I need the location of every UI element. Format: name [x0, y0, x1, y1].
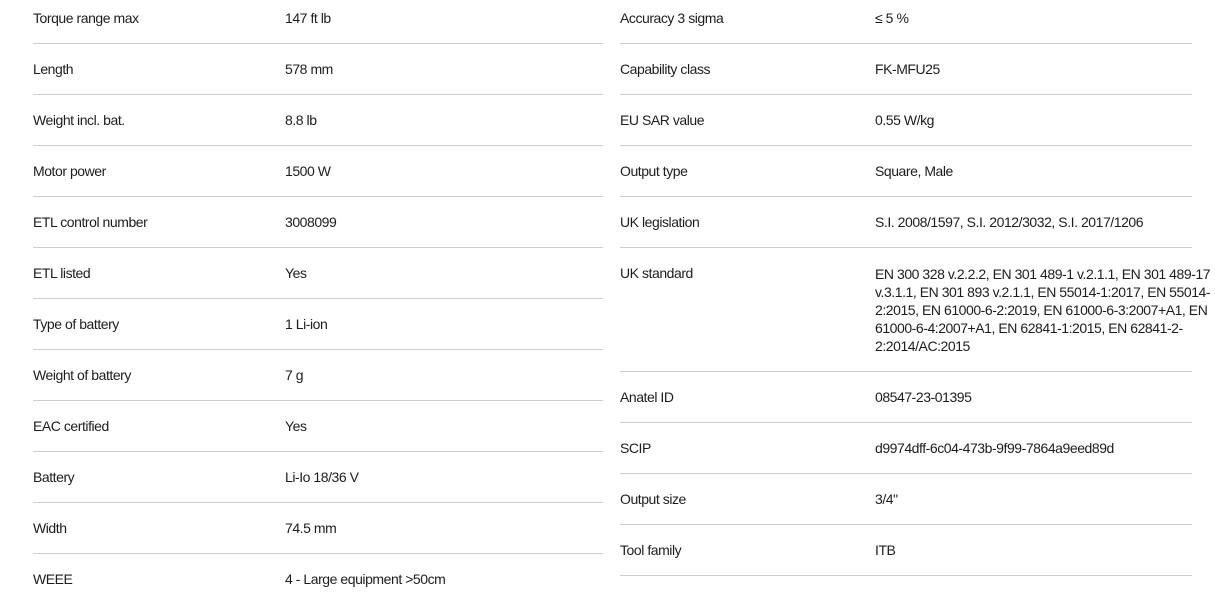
- spec-value: ITB: [875, 542, 896, 558]
- spec-label: Battery: [33, 469, 75, 485]
- spec-value: 1 Li-ion: [285, 316, 328, 332]
- spec-row: Output size 3/4": [620, 474, 1192, 525]
- spec-row: Width 74.5 mm: [33, 503, 603, 554]
- spec-value: Li-Io 18/36 V: [285, 469, 359, 485]
- spec-label: Type of battery: [33, 316, 119, 332]
- spec-value: 4 - Large equipment >50cm: [285, 571, 446, 587]
- spec-value: 578 mm: [285, 61, 333, 77]
- spec-row: Tool family ITB: [620, 525, 1192, 576]
- spec-label: UK legislation: [620, 214, 700, 230]
- spec-label: Anatel ID: [620, 389, 674, 405]
- spec-value: 0.55 W/kg: [875, 112, 934, 128]
- spec-value: 8.8 lb: [285, 112, 317, 128]
- spec-row: WEEE 4 - Large equipment >50cm: [33, 554, 603, 602]
- spec-value: 3008099: [285, 214, 337, 230]
- spec-row: Output type Square, Male: [620, 146, 1192, 197]
- spec-value: Yes: [285, 418, 307, 434]
- spec-label: EAC certified: [33, 418, 109, 434]
- spec-label: SCIP: [620, 440, 651, 456]
- spec-row: Type of battery 1 Li-ion: [33, 299, 603, 350]
- spec-label: Capability class: [620, 61, 711, 77]
- spec-row: EU SAR value 0.55 W/kg: [620, 95, 1192, 146]
- spec-value: FK-MFU25: [875, 61, 940, 77]
- spec-row: EAC certified Yes: [33, 401, 603, 452]
- spec-label: Weight incl. bat.: [33, 112, 125, 128]
- spec-label: ETL listed: [33, 265, 91, 281]
- spec-label: Accuracy 3 sigma: [620, 10, 724, 26]
- spec-value: Yes: [285, 265, 307, 281]
- spec-row: Length 578 mm: [33, 44, 603, 95]
- spec-table-left: Torque range max 147 ft lb Length 578 mm…: [33, 0, 603, 602]
- spec-row: Capability class FK-MFU25: [620, 44, 1192, 95]
- spec-label: WEEE: [33, 571, 73, 587]
- spec-label: Output size: [620, 491, 686, 507]
- spec-value: d9974dff-6c04-473b-9f99-7864a9eed89d: [875, 440, 1114, 456]
- spec-label: Width: [33, 520, 67, 536]
- spec-row: Torque range max 147 ft lb: [33, 0, 603, 44]
- spec-label: Tool family: [620, 542, 682, 558]
- spec-label: Length: [33, 61, 74, 77]
- spec-row: Motor power 1500 W: [33, 146, 603, 197]
- spec-label: EU SAR value: [620, 112, 705, 128]
- spec-value: 08547-23-01395: [875, 389, 972, 405]
- spec-row: Anatel ID 08547-23-01395: [620, 372, 1192, 423]
- spec-value: 147 ft lb: [285, 10, 331, 26]
- spec-label: Output type: [620, 163, 688, 179]
- spec-row: ETL control number 3008099: [33, 197, 603, 248]
- spec-label: Motor power: [33, 163, 106, 179]
- spec-label: UK standard: [620, 265, 693, 281]
- spec-value: 74.5 mm: [285, 520, 337, 536]
- spec-row: Battery Li-Io 18/36 V: [33, 452, 603, 503]
- spec-value: S.I. 2008/1597, S.I. 2012/3032, S.I. 201…: [875, 214, 1144, 230]
- spec-label: Torque range max: [33, 10, 139, 26]
- spec-value: EN 300 328 v.2.2.2, EN 301 489-1 v.2.1.1…: [875, 266, 1211, 354]
- spec-table-right: Accuracy 3 sigma ≤ 5 % Capability class …: [620, 0, 1211, 576]
- spec-label: Weight of battery: [33, 367, 131, 383]
- spec-value: 3/4": [875, 491, 898, 507]
- spec-value: 7 g: [285, 367, 304, 383]
- spec-row: UK legislation S.I. 2008/1597, S.I. 2012…: [620, 197, 1192, 248]
- spec-row: Accuracy 3 sigma ≤ 5 %: [620, 0, 1192, 44]
- spec-label: ETL control number: [33, 214, 148, 230]
- spec-value: ≤ 5 %: [875, 10, 909, 26]
- spec-value: 1500 W: [285, 163, 331, 179]
- spec-row: ETL listed Yes: [33, 248, 603, 299]
- spec-row: Weight of battery 7 g: [33, 350, 603, 401]
- spec-row: UK standard EN 300 328 v.2.2.2, EN 301 4…: [620, 248, 1211, 372]
- spec-row: SCIP d9974dff-6c04-473b-9f99-7864a9eed89…: [620, 423, 1192, 474]
- spec-value: Square, Male: [875, 163, 953, 179]
- spec-row: Weight incl. bat. 8.8 lb: [33, 95, 603, 146]
